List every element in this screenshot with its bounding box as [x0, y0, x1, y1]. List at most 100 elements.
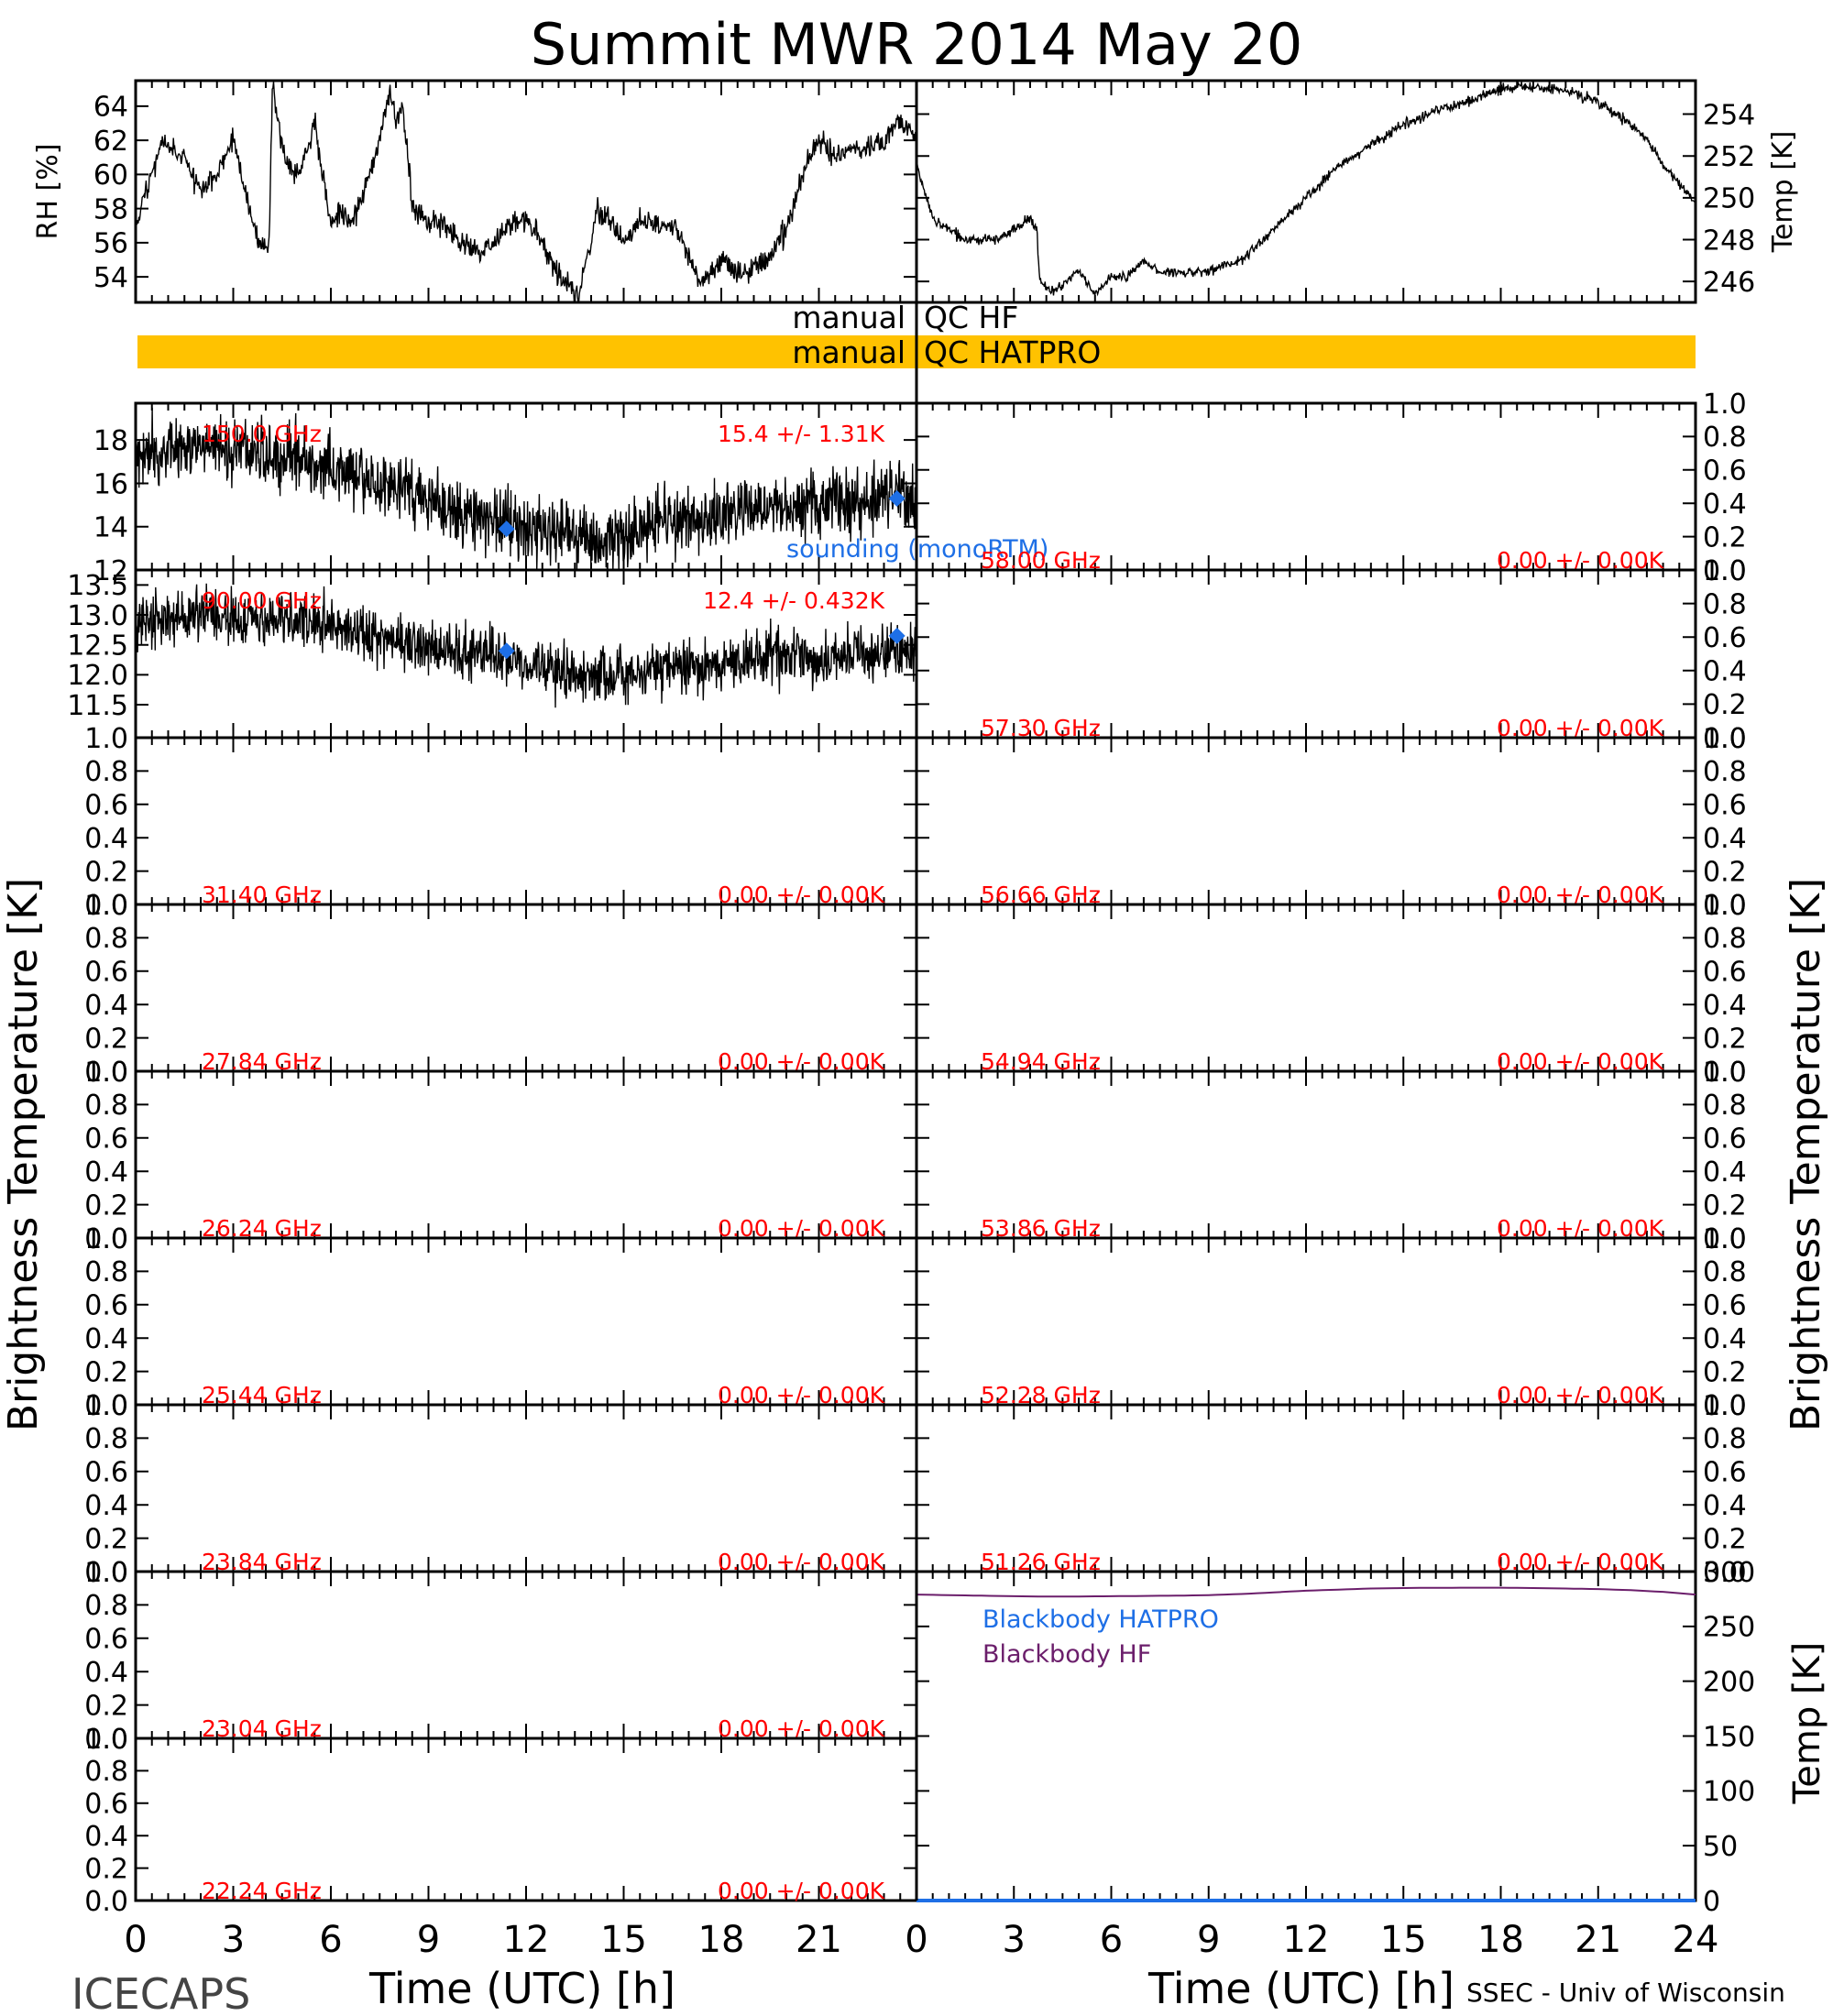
rh-panel-y-tick-label: 54: [93, 262, 128, 294]
panel-ch-56-66-y-tick-label: 0.2: [1703, 856, 1747, 888]
panel-ch-90-00-sounding-marker: [498, 642, 515, 660]
panel-ch-31-40-y-tick-label: 0.6: [84, 790, 128, 822]
panel-ch-56-66-frame: [915, 736, 1697, 906]
panel-ch-57-30-y-tick-label: 1.0: [1703, 555, 1747, 587]
panel-ch-27-84-y-tick-label: 0.0: [84, 1057, 128, 1089]
panel-ch-23-04-frame: [134, 1570, 918, 1740]
panel-ch-54-94-y-tick-label: 1.0: [1703, 890, 1747, 922]
panel-ch-22-24-y-tick-label: 1.0: [84, 1724, 128, 1756]
panel-ch-56-66-y-tick-label: 0.4: [1703, 823, 1747, 855]
panel-ch-22-24-y-tick-label: 0.8: [84, 1756, 128, 1788]
panel-ch-54-94-x-ticks: [916, 904, 1696, 1071]
panel-ch-52-28-y-tick-label: 0.0: [1703, 1390, 1747, 1422]
panel-ch-150-0-y-tick-label: 14: [93, 512, 128, 544]
panel-ch-51-26-frame: [915, 1403, 1697, 1573]
right-x-tick-label: 18: [1477, 1919, 1524, 1961]
panel-ch-56-66-y-tick-label: 0.8: [1703, 756, 1747, 788]
panel-ch-90-00-y-tick-label: 11.5: [67, 690, 128, 722]
panel-ch-54-94-frame: [915, 903, 1697, 1073]
panel-ch-52-28-x-ticks: [916, 1238, 1696, 1405]
temp-panel-series-line: [916, 81, 1696, 297]
panel-ch-57-30-y-tick-label: 0.0: [1703, 723, 1747, 755]
rh-axis-label: RH [%]: [32, 144, 64, 240]
rh-panel-x-ticks: [135, 81, 917, 302]
panel-ch-53-86-y-tick-label: 0.4: [1703, 1156, 1747, 1189]
panel-ch-90-00-y-ticks: [136, 584, 916, 707]
panel-ch-22-24-y-tick-label: 0.2: [84, 1853, 128, 1885]
panel-ch-23-04-y-tick-label: 0.4: [84, 1657, 128, 1689]
left-x-tick-label: 12: [503, 1919, 550, 1961]
panel-ch-31-40-frame: [134, 736, 918, 906]
panel-ch-27-84-y-tick-label: 1.0: [84, 890, 128, 922]
panel-ch-25-44-y-tick-label: 0.8: [84, 1256, 128, 1288]
panel-ch-25-44-y-tick-label: 0.0: [84, 1390, 128, 1422]
panel-ch-26-24-frame: [134, 1069, 918, 1240]
temp-panel-y-ticks: [916, 113, 1696, 283]
panel-ch-52-28-y-tick-label: 1.0: [1703, 1223, 1747, 1255]
panel-ch-25-44-y-tick-label: 0.2: [84, 1356, 128, 1388]
panel-ch-53-86-y-tick-label: 1.0: [1703, 1057, 1747, 1089]
panel-ch-56-66-y-ticks: [916, 737, 1696, 905]
panel-ch-25-44-y-tick-label: 0.4: [84, 1323, 128, 1355]
panel-ch-57-30-y-tick-label: 0.6: [1703, 622, 1747, 654]
temp-panel-y-tick-label: 252: [1703, 141, 1755, 173]
panel-ch-54-94-y-tick-label: 0.0: [1703, 1057, 1747, 1089]
blackbody-hf-line: [916, 1586, 1696, 1598]
panel-ch-150-0-y-tick-label: 18: [93, 425, 128, 457]
panel-ch-58-00-y-tick-label: 1.0: [1703, 389, 1747, 421]
blackbody-panel-y-tick-label: 0: [1703, 1886, 1720, 1918]
panel-ch-57-30-x-ticks: [916, 570, 1696, 738]
rh-panel-y-tick-label: 64: [93, 92, 128, 124]
panel-ch-23-04-y-tick-label: 0.0: [84, 1724, 128, 1756]
right-xlabel: Time (UTC) [h]: [1147, 1964, 1454, 2013]
panel-ch-23-04-y-tick-label: 0.8: [84, 1590, 128, 1622]
panel-ch-150-0-series-line: [135, 407, 917, 571]
panel-ch-26-24-y-tick-label: 0.8: [84, 1090, 128, 1122]
panel-ch-57-30-y-ticks: [916, 569, 1696, 739]
panel-ch-23-84-y-tick-label: 0.2: [84, 1523, 128, 1555]
panel-ch-23-04-y-tick-label: 0.2: [84, 1690, 128, 1722]
panel-ch-26-24-x-ticks: [135, 1071, 917, 1238]
panel-ch-27-84-y-tick-label: 0.8: [84, 923, 128, 955]
panel-ch-56-66-y-tick-label: 0.6: [1703, 790, 1747, 822]
rh-panel-y-tick-label: 58: [93, 193, 128, 225]
panel-ch-25-44-y-tick-label: 0.6: [84, 1290, 128, 1322]
left-brightness-label: Brightness Temperature [K]: [0, 878, 47, 1431]
panel-ch-54-94-y-tick-label: 0.6: [1703, 957, 1747, 989]
panel-ch-23-84-x-ticks: [135, 1405, 917, 1572]
panel-ch-57-30-y-tick-label: 0.8: [1703, 588, 1747, 620]
panel-ch-51-26-x-ticks: [916, 1405, 1696, 1572]
blackbody-panel-y-tick-label: 300: [1703, 1557, 1755, 1589]
panel-ch-23-84-y-ticks: [136, 1404, 916, 1572]
panel-ch-51-26-y-ticks: [916, 1404, 1696, 1572]
panel-ch-58-00-y-tick-label: 0.2: [1703, 521, 1747, 553]
panel-ch-90-00-y-tick-label: 12.5: [67, 630, 128, 662]
blackbody-panel-y-tick-label: 250: [1703, 1612, 1755, 1644]
rh-panel-y-ticks: [136, 104, 916, 279]
panel-ch-23-04-x-ticks: [135, 1572, 917, 1738]
panel-ch-22-24-channel-label: 22.24 GHz: [202, 1878, 322, 1904]
panel-ch-23-04-y-tick-label: 1.0: [84, 1557, 128, 1589]
panel-ch-27-84-x-ticks: [135, 904, 917, 1071]
panel-ch-90-00-y-tick-label: 12.0: [67, 660, 128, 692]
panel-ch-53-86-y-tick-label: 0.2: [1703, 1189, 1747, 1222]
panel-ch-56-66-y-tick-label: 0.0: [1703, 890, 1747, 922]
blackbody-panel-y-tick-label: 150: [1703, 1721, 1755, 1753]
panel-ch-150-0-y-tick-label: 12: [93, 555, 128, 587]
panel-ch-23-84-y-tick-label: 0.4: [84, 1490, 128, 1522]
panel-ch-150-0-y-tick-label: 16: [93, 468, 128, 500]
panel-ch-27-84-y-tick-label: 0.2: [84, 1023, 128, 1055]
panel-ch-53-86-y-tick-label: 0.0: [1703, 1223, 1747, 1255]
qc-hatpro-right-label: QC HATPRO: [924, 334, 1101, 370]
panel-ch-57-30-y-tick-label: 0.2: [1703, 689, 1747, 721]
panel-ch-31-40-y-tick-label: 0.4: [84, 823, 128, 855]
panel-ch-23-84-y-tick-label: 0.6: [84, 1457, 128, 1489]
temp-panel-frame: [915, 79, 1697, 304]
panel-ch-53-86-frame: [915, 1069, 1697, 1240]
left-x-tick-label: 18: [698, 1919, 745, 1961]
panel-ch-90-00-series-line: [135, 583, 917, 708]
panel-ch-90-00-sounding-marker: [888, 627, 906, 644]
left-x-tick-label: 6: [319, 1919, 342, 1961]
